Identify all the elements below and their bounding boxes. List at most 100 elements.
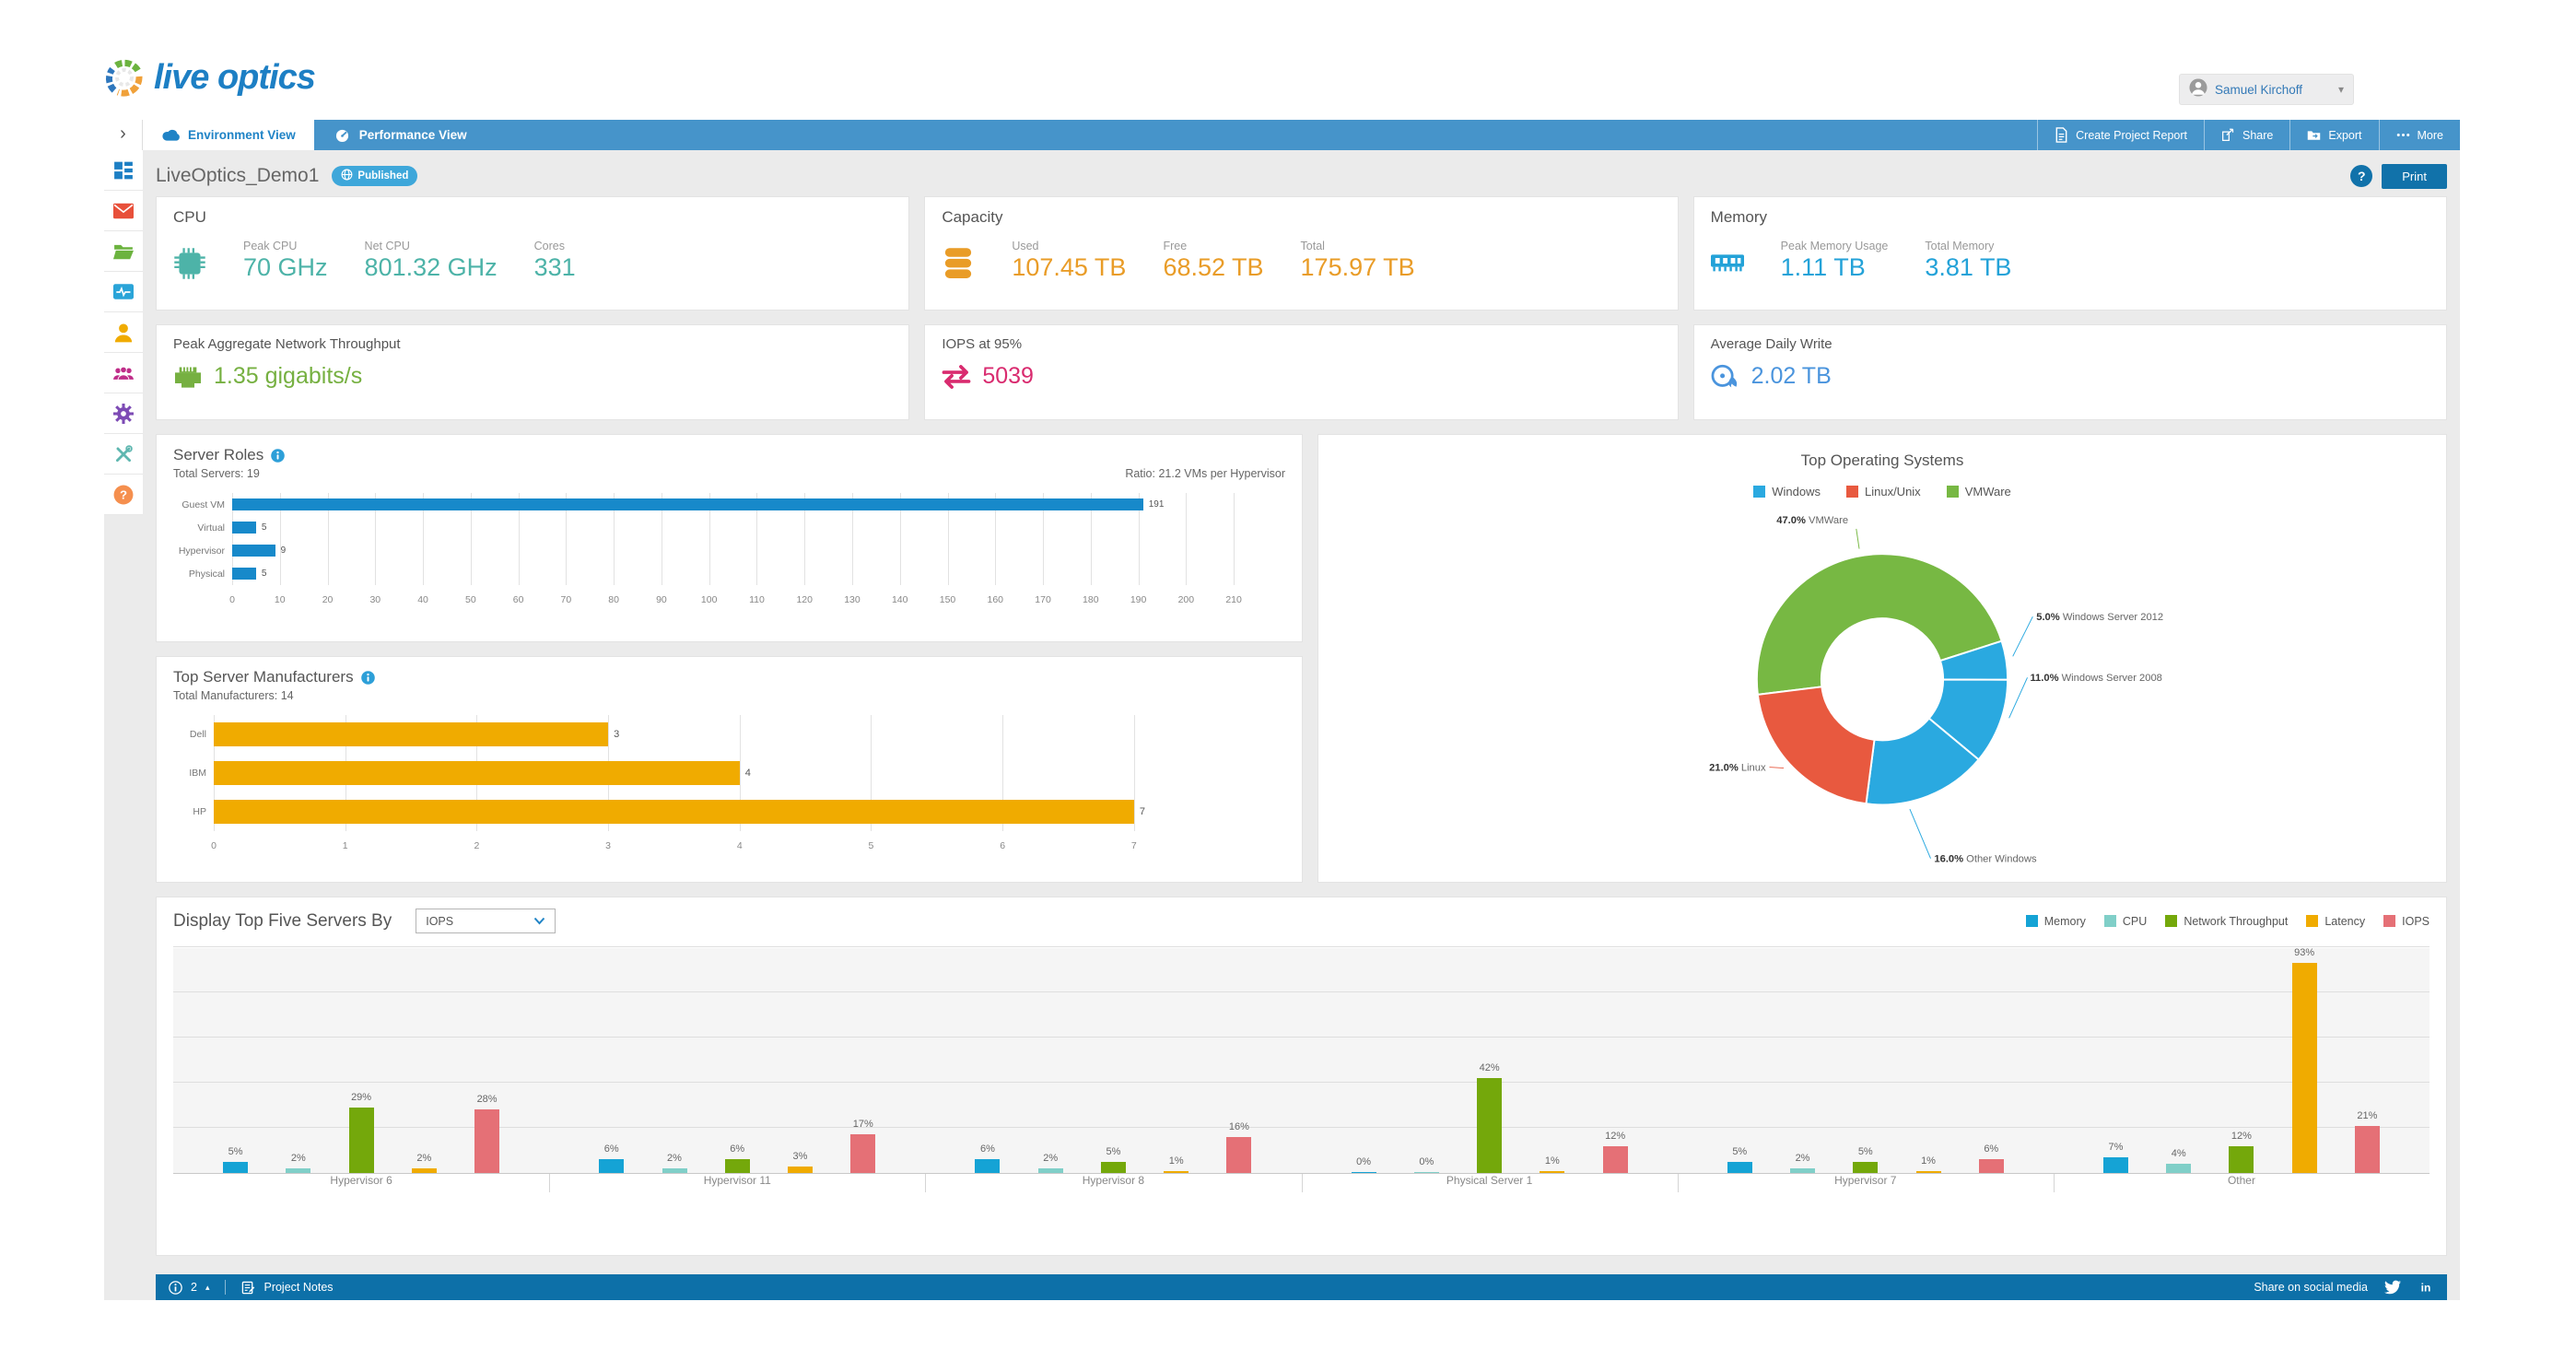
network-throughput-card: Peak Aggregate Network Throughput 1.35 g…: [156, 324, 910, 420]
bar-wrap: 5%: [1727, 1146, 1752, 1173]
sidebar-item-team[interactable]: [104, 353, 143, 393]
group-hypervisor-7: 5% 2% 5% 1% 6%: [1678, 948, 2054, 1173]
group-bars: 5% 2% 29% 2% 28%: [223, 1092, 500, 1173]
share-icon: [2221, 127, 2235, 143]
linkedin-icon[interactable]: in: [2418, 1279, 2434, 1296]
legend-item-latency[interactable]: Latency: [2306, 915, 2365, 928]
legend-item-iops[interactable]: IOPS: [2383, 915, 2430, 928]
tab-performance-view[interactable]: Performance View: [314, 120, 486, 150]
gridline: [173, 1037, 2430, 1038]
gear-icon: [113, 403, 134, 424]
tab-environment-view[interactable]: Environment View: [143, 120, 314, 150]
bar-value: 7%: [2108, 1141, 2124, 1153]
sidebar-item-help[interactable]: ?: [104, 475, 143, 515]
gridline: [708, 493, 710, 585]
bar-wrap: 6%: [599, 1143, 625, 1173]
caret-down-icon: ▾: [2337, 83, 2344, 96]
sidebar-item-projects[interactable]: [104, 231, 143, 272]
user-name: Samuel Kirchoff: [2215, 82, 2303, 97]
bar-wrap: 5%: [223, 1146, 249, 1173]
category-label: Hypervisor: [178, 545, 225, 557]
arrows-swap-icon: [942, 364, 971, 390]
category-label: HP: [193, 806, 206, 817]
help-button[interactable]: ?: [2350, 165, 2373, 187]
bar-wrap: 17%: [850, 1119, 876, 1173]
stat-total: Total 175.97 TB: [1301, 240, 1415, 282]
legend-item-cpu[interactable]: CPU: [2103, 915, 2147, 928]
top5-category-labels: Hypervisor 6 Hypervisor 11 Hypervisor 8 Phy…: [173, 1174, 2430, 1222]
donut-slice-label: 16.0% Other Windows: [1934, 854, 2037, 865]
sidebar-item-profile[interactable]: [104, 312, 143, 353]
bar-network-throughput: [2229, 1145, 2254, 1173]
bar-value: 5: [261, 522, 267, 533]
legend-swatch: [2383, 915, 2396, 927]
share-button[interactable]: Share: [2204, 120, 2289, 150]
stat-cards-row-2: Peak Aggregate Network Throughput 1.35 g…: [156, 324, 2447, 420]
sidebar-collapse-button[interactable]: ›: [104, 120, 143, 150]
content: LiveOptics_Demo1 Published ? Print CPU P…: [143, 150, 2460, 1300]
bar-wrap: 29%: [348, 1092, 374, 1173]
logo[interactable]: live optics: [104, 57, 316, 98]
category-label-hypervisor-11: Hypervisor 11: [549, 1174, 925, 1187]
info-icon[interactable]: [271, 448, 286, 463]
bar-cpu: [1037, 1168, 1063, 1173]
bar-wrap: 1%: [1164, 1155, 1189, 1173]
category-label: Hypervisor 7: [1834, 1174, 1897, 1187]
stat-net-cpu: Net CPU 801.32 GHz: [365, 240, 498, 282]
print-button[interactable]: Print: [2382, 163, 2447, 189]
gridline: [470, 493, 472, 585]
project-notes-button[interactable]: Project Notes: [263, 1281, 334, 1294]
chart-title: Top Operating Systems: [1800, 451, 1964, 469]
stat-value: 175.97 TB: [1300, 253, 1415, 281]
export-button[interactable]: Export: [2289, 120, 2378, 150]
chart-plot: Dell 3 IBM 4 HP 7: [189, 715, 1239, 831]
create-project-report-button[interactable]: Create Project Report: [2037, 120, 2204, 150]
bar-iops: [474, 1109, 500, 1173]
user-menu[interactable]: Samuel Kirchoff ▾: [2179, 74, 2354, 105]
top5-metric-select[interactable]: IOPS: [416, 909, 556, 933]
legend-item-memory[interactable]: Memory: [2025, 915, 2086, 928]
stat-total-memory: Total Memory 3.81 TB: [1925, 240, 2011, 282]
chart-row: Dell 3: [190, 715, 1239, 754]
tick-label: 70: [560, 594, 572, 605]
gridline: [1043, 493, 1045, 585]
x-axis: 0 10 20 30 40 50 60 70 80 90 100 110 120 130 140 150 160…: [229, 585, 1258, 607]
bar-wrap: 3%: [788, 1151, 813, 1173]
sidebar-item-settings[interactable]: [104, 393, 143, 434]
bar-iops: [2354, 1125, 2380, 1173]
info-icon[interactable]: [169, 1280, 182, 1295]
ethernet-icon: [173, 364, 203, 390]
more-button[interactable]: More: [2378, 120, 2460, 150]
card-title: IOPS at 95%: [942, 336, 1023, 352]
server-roles-chart: Guest VM 191 Virtual 5 Hypervisor 9 Physical 5 0…: [173, 493, 1285, 607]
gridline: [327, 493, 329, 585]
sidebar-item-dashboard[interactable]: [104, 150, 143, 191]
sidebar: ?: [104, 150, 143, 515]
bar-wrap: 0%: [1413, 1156, 1439, 1173]
sidebar-item-admin-tools[interactable]: [104, 434, 143, 475]
info-icon[interactable]: [360, 670, 375, 685]
chart-row: IBM 4: [189, 754, 1239, 792]
sidebar-item-monitoring[interactable]: [104, 272, 143, 312]
bar-value: 3%: [792, 1150, 808, 1162]
title-row: LiveOptics_Demo1 Published ? Print: [156, 156, 2447, 196]
legend-item-windows[interactable]: Windows: [1753, 485, 1821, 498]
capacity-card: Capacity Used 107.45 TB Free 68.52 TB Total 1…: [924, 196, 1679, 311]
tick-label: 130: [844, 594, 861, 605]
gridline: [756, 493, 758, 585]
bar-value: 5%: [1732, 1145, 1748, 1157]
top5-legend: Memory CPU Network Throughput Latency IOPS: [2025, 915, 2430, 928]
bar-wrap: 2%: [662, 1153, 687, 1173]
legend-swatch: [2103, 915, 2116, 927]
toolbar-actions: Create Project Report Share Export More: [2037, 120, 2460, 150]
caret-up-icon[interactable]: ▴: [205, 1282, 210, 1292]
bar-wrap: 0%: [1351, 1156, 1376, 1173]
gridline: [423, 493, 425, 585]
sidebar-item-mail[interactable]: [104, 191, 143, 231]
legend-item-vmware[interactable]: VMWare: [1946, 485, 2011, 498]
legend-swatch: [2306, 915, 2319, 927]
twitter-icon[interactable]: [2384, 1279, 2401, 1296]
bar-value: 2%: [290, 1153, 306, 1165]
legend-item-network-throughput[interactable]: Network Throughput: [2165, 915, 2288, 928]
legend-item-linux-unix[interactable]: Linux/Unix: [1845, 485, 1921, 498]
